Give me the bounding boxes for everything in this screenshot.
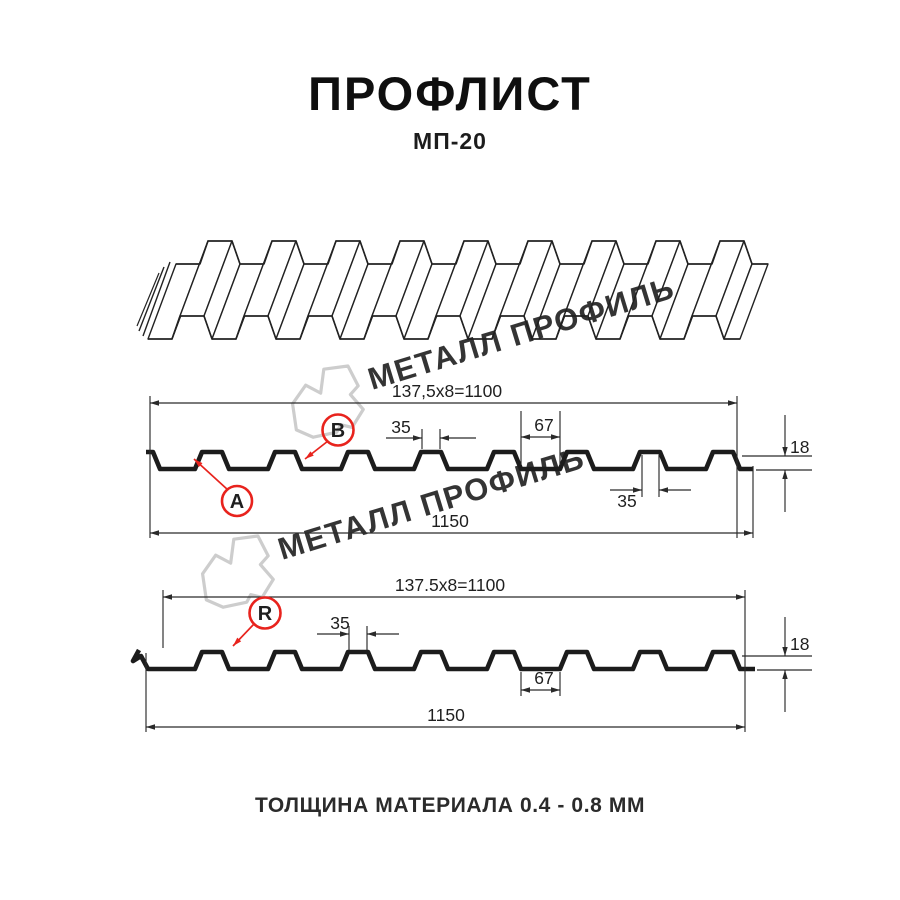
dim-label-coverage-top: 137,5x8=1100 [392, 381, 502, 401]
sheet-3d-view [136, 240, 769, 340]
dim-label-valley67-top: 67 [534, 415, 553, 435]
dim-label-height18-bottom: 18 [790, 634, 809, 654]
metall-profil-cloud-logo-icon [200, 534, 275, 609]
cross-section-top: 137,5x8=1100 1150 35 67 35 18 B A [146, 381, 812, 538]
dim-label-rib35-bottom: 35 [330, 613, 349, 633]
marker-r-circle [248, 596, 282, 630]
dim-label-overall-top: 1150 [431, 511, 469, 531]
page-title: ПРОФЛИСТ [308, 67, 592, 120]
dim-label-valley67-bottom: 67 [534, 668, 553, 688]
dim-label-coverage-bottom: 137.5x8=1100 [395, 575, 505, 595]
watermark-text: МЕТАЛЛ ПРОФИЛЬ [274, 440, 589, 567]
marker-b-circle [321, 413, 355, 447]
material-thickness-note: ТОЛЩИНА МАТЕРИАЛА 0.4 - 0.8 ММ [254, 794, 646, 817]
marker-r-letter: R [258, 603, 273, 625]
profile-line-bottom-section [130, 648, 755, 672]
marker-a-letter: A [230, 491, 244, 513]
metall-profil-cloud-logo-icon [290, 364, 365, 439]
page-subtitle: МП-20 [413, 127, 487, 154]
dim-label-overall-bottom: 1150 [427, 705, 465, 725]
profile-line-top-section [146, 449, 753, 472]
dim-label-height18-top: 18 [790, 437, 809, 457]
marker-a-circle [220, 484, 254, 518]
dim-label-rib35-top: 35 [391, 417, 410, 437]
marker-b-letter: B [331, 420, 345, 442]
watermark-lower: МЕТАЛЛ ПРОФИЛЬ [200, 440, 589, 609]
header: ПРОФЛИСТ МП-20 [0, 68, 900, 155]
cross-section-bottom: 137.5x8=1100 1150 35 67 18 R [130, 575, 812, 732]
dim-label-rib35b-top: 35 [617, 491, 636, 511]
